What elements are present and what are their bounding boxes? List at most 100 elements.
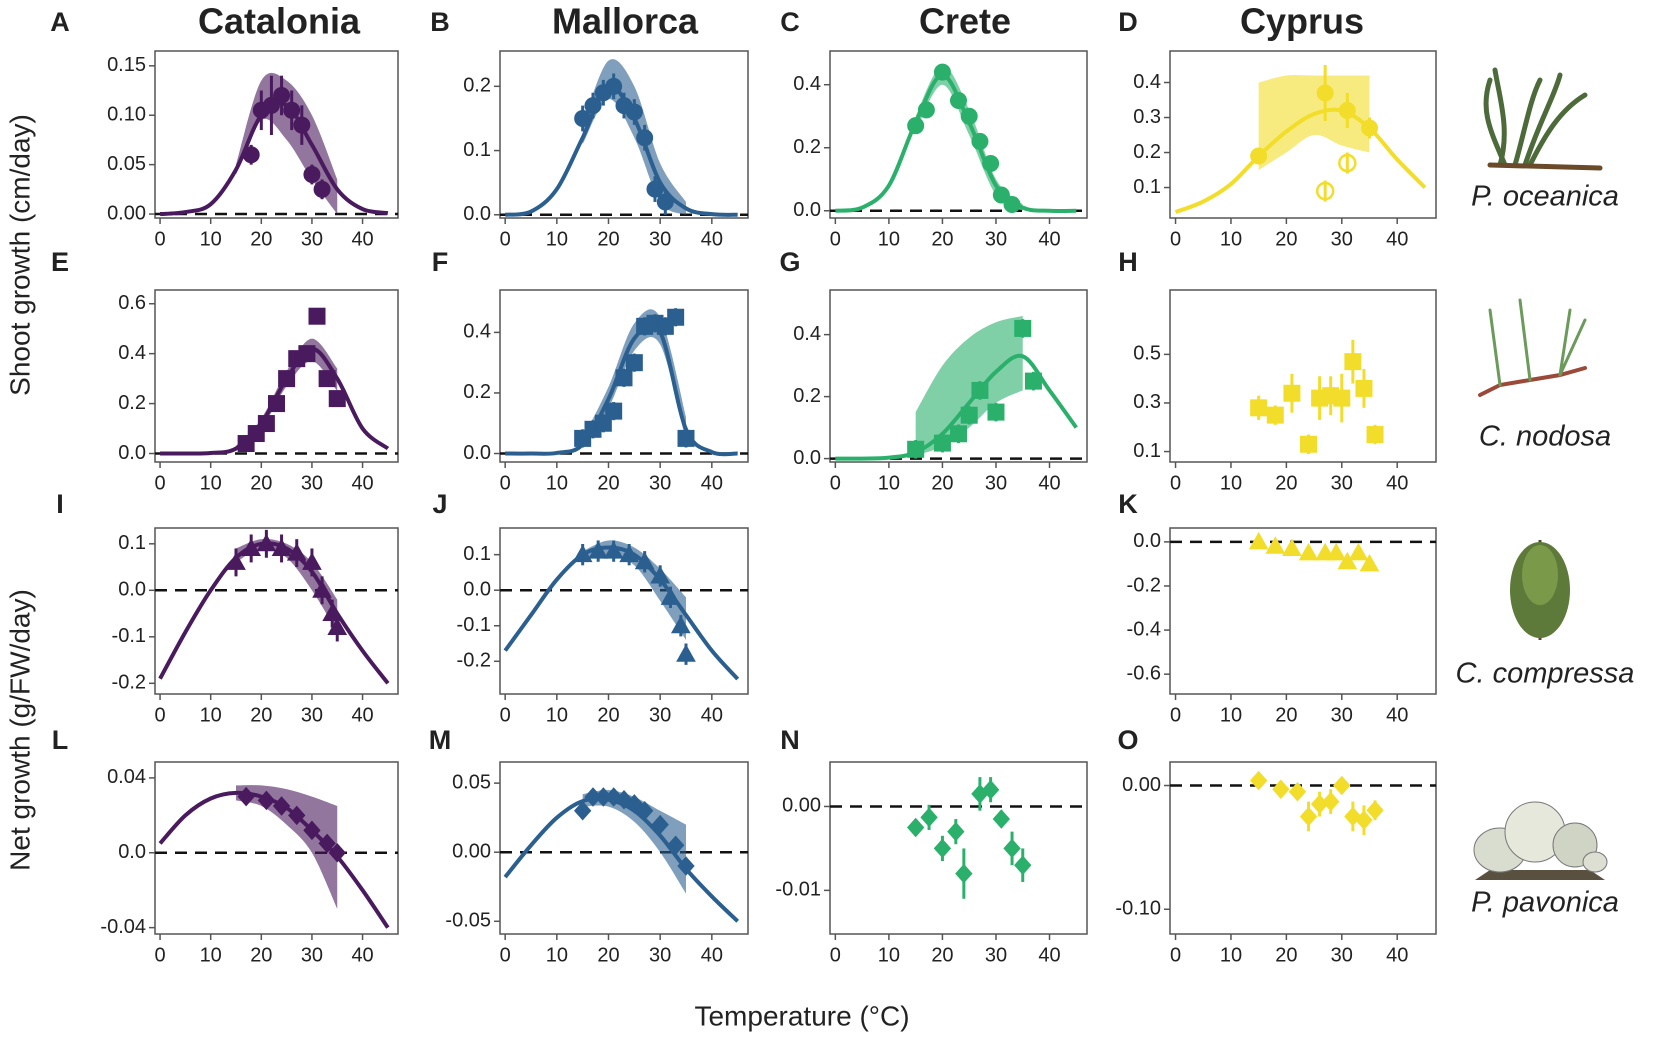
x-tick-label: 20 — [250, 472, 272, 494]
x-tick-label: 10 — [200, 228, 222, 250]
y-tick-label: 0.10 — [107, 104, 146, 126]
x-tick-label: 30 — [649, 228, 671, 250]
panel: H 0 10 20 30 40 0.1 0.3 0.5 — [1118, 247, 1437, 494]
panel-letter: A — [50, 7, 70, 37]
data-point — [283, 101, 301, 119]
data-point — [271, 538, 292, 556]
x-axis-label: Temperature (°C) — [694, 1000, 909, 1031]
y-tick-label: -0.2 — [457, 650, 491, 672]
y-tick-label: 0.2 — [793, 136, 821, 158]
data-point — [1348, 542, 1369, 561]
data-point — [1024, 372, 1042, 390]
data-point — [947, 821, 965, 842]
y-tick-label: 0.0 — [463, 578, 491, 600]
panel-letter: D — [1118, 7, 1138, 37]
y-tick-label: 0.1 — [118, 532, 146, 554]
data-point — [1299, 806, 1318, 827]
y-axis-label: Net growth (g/FW/day) — [4, 589, 35, 871]
data-point — [328, 843, 346, 863]
data-point — [1344, 806, 1362, 827]
panel-letter: O — [1117, 725, 1138, 755]
data-point — [1338, 153, 1357, 173]
illustration-compressa — [1510, 540, 1570, 640]
x-tick-label: 40 — [1386, 472, 1408, 494]
y-tick-label: 0.0 — [118, 442, 146, 464]
panel: C Crete 0 10 20 30 40 0.0 0.2 0.4 — [780, 1, 1088, 250]
x-tick-label: 20 — [1275, 704, 1297, 726]
data-point — [670, 615, 691, 634]
x-tick-label: 30 — [301, 704, 323, 726]
data-point — [955, 863, 973, 884]
panel-letter: E — [51, 247, 69, 277]
data-point — [603, 541, 624, 559]
data-point — [677, 856, 695, 876]
panel: O 0 10 20 30 40 0.00 -0.10 — [1115, 725, 1437, 966]
data-point — [656, 193, 674, 211]
x-tick-label: 20 — [597, 472, 619, 494]
data-point — [1298, 542, 1319, 561]
data-point — [615, 369, 633, 387]
y-tick-label: 0.0 — [793, 447, 821, 469]
x-tick-label: 20 — [1275, 472, 1297, 494]
data-point — [971, 132, 989, 150]
plot-area — [829, 761, 1088, 935]
y-tick-label: 0.5 — [1133, 343, 1161, 365]
plot-area — [1169, 761, 1437, 935]
data-point — [933, 63, 951, 81]
x-tick-label: 10 — [878, 944, 900, 966]
plot-content — [1250, 339, 1384, 454]
y-tick-label: 0.15 — [107, 54, 146, 76]
data-point — [303, 166, 321, 184]
x-tick-label: 40 — [1038, 944, 1060, 966]
data-point — [933, 838, 952, 859]
x-tick-label: 0 — [500, 704, 511, 726]
data-point — [1265, 536, 1286, 554]
fit-line — [835, 73, 1077, 213]
x-tick-label: 0 — [155, 228, 166, 250]
x-tick-label: 30 — [301, 472, 323, 494]
data-point — [1250, 147, 1268, 165]
plot-area — [154, 289, 399, 463]
data-point — [1283, 384, 1301, 402]
panel-letter: C — [780, 7, 800, 37]
y-tick-label: 0.00 — [1122, 774, 1161, 796]
panel: N 0 10 20 30 40 0.00 -0.01 — [775, 725, 1088, 966]
y-tick-label: 0.00 — [782, 795, 821, 817]
data-point — [278, 370, 296, 388]
data-point — [605, 77, 623, 95]
panel-letter: I — [56, 489, 64, 519]
fit-line — [505, 322, 738, 457]
data-point — [1366, 800, 1384, 821]
y-tick-label: 0.4 — [463, 321, 491, 343]
data-point — [1333, 389, 1351, 407]
x-tick-label: 10 — [546, 228, 568, 250]
data-point — [574, 109, 592, 127]
data-point — [293, 116, 311, 134]
data-point — [920, 807, 938, 828]
data-point — [634, 551, 655, 570]
y-tick-label: 0.0 — [793, 199, 821, 221]
plot-content — [155, 307, 398, 456]
plot-area — [1169, 289, 1437, 463]
x-tick-label: 20 — [931, 228, 953, 250]
plot-area — [829, 50, 1088, 219]
data-point — [677, 429, 695, 447]
y-tick-label: 0.0 — [463, 203, 491, 225]
y-tick-label: 0.4 — [118, 342, 146, 364]
x-tick-label: 20 — [597, 228, 619, 250]
x-tick-label: 0 — [830, 472, 841, 494]
data-point — [933, 434, 951, 452]
x-tick-label: 20 — [250, 228, 272, 250]
fit-line — [503, 545, 740, 681]
data-point — [313, 180, 331, 198]
x-tick-label: 10 — [546, 944, 568, 966]
data-point — [1322, 791, 1340, 812]
data-point — [907, 117, 925, 135]
x-tick-label: 40 — [1038, 472, 1060, 494]
y-tick-label: -0.1 — [457, 614, 491, 636]
panel-letter: L — [52, 725, 69, 755]
y-tick-label: 0.1 — [463, 543, 491, 565]
y-tick-label: 0.1 — [463, 139, 491, 161]
y-tick-label: -0.4 — [1127, 618, 1161, 640]
x-tick-label: 20 — [597, 704, 619, 726]
